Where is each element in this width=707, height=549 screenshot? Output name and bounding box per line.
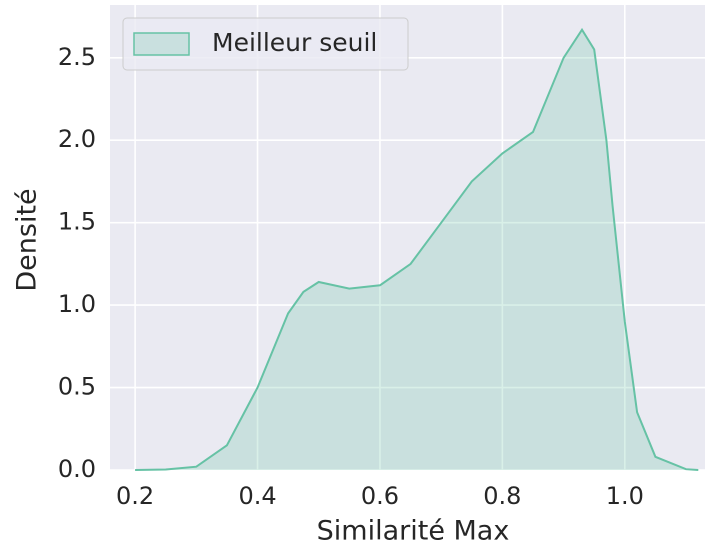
plot-background <box>110 5 705 470</box>
y-tick-label: 1.5 <box>58 208 96 236</box>
kde-area <box>135 29 699 470</box>
x-tick-label: 0.6 <box>361 482 399 510</box>
y-tick-label: 1.0 <box>58 290 96 318</box>
x-tick-label: 0.4 <box>238 482 276 510</box>
y-tick-label: 0.0 <box>58 455 96 483</box>
x-tick-label: 1.0 <box>606 482 644 510</box>
y-tick-label: 2.5 <box>58 43 96 71</box>
legend-label: Meilleur seuil <box>212 28 377 57</box>
y-tick-label: 0.5 <box>58 373 96 401</box>
legend-box <box>122 17 409 71</box>
x-axis-label: Similarité Max <box>317 516 510 547</box>
x-tick-label: 0.8 <box>483 482 521 510</box>
x-tick-label: 0.2 <box>116 482 154 510</box>
legend-swatch <box>133 32 190 56</box>
y-axis-label: Densité <box>12 188 43 291</box>
kde-line <box>135 27 699 471</box>
y-tick-label: 2.0 <box>58 125 96 153</box>
